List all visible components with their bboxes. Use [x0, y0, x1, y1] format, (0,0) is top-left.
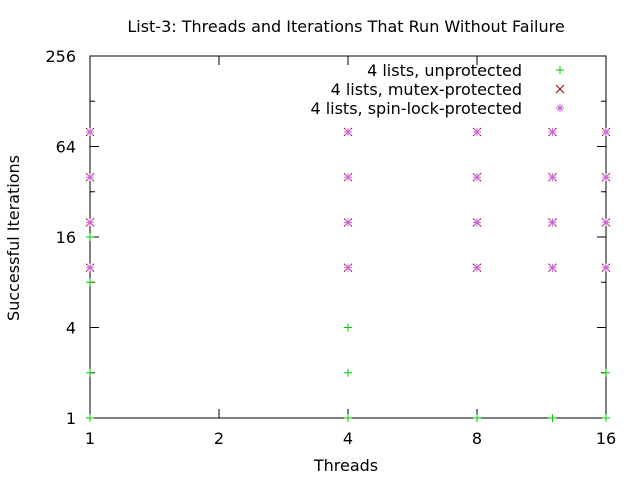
y-axis-label: Successful Iterations — [4, 155, 23, 321]
y-tick-label: 256 — [45, 47, 76, 66]
data-point — [602, 127, 610, 136]
data-point — [548, 127, 557, 136]
data-point — [86, 278, 94, 287]
data-point — [344, 127, 352, 136]
data-point — [548, 173, 557, 182]
y-tick-label: 4 — [66, 319, 76, 338]
data-point — [344, 263, 352, 272]
legend-label: 4 lists, unprotected — [367, 61, 522, 80]
data-point — [86, 218, 94, 227]
x-axis-label: Threads — [313, 456, 378, 475]
series-1 — [86, 233, 610, 422]
data-point — [602, 263, 610, 272]
data-point — [86, 127, 94, 136]
ticks-layer: 1 4 16 64 256 1 2 4 8 16 — [45, 47, 616, 448]
data-point — [473, 218, 481, 227]
data-point — [473, 127, 481, 136]
data-point — [86, 233, 94, 241]
data-point — [602, 218, 610, 227]
data-point — [86, 368, 94, 377]
data-point — [473, 263, 481, 272]
data-point — [473, 173, 481, 182]
data-point — [344, 173, 352, 182]
data-point — [548, 218, 557, 227]
x-tick-label: 2 — [214, 429, 224, 448]
series-3 — [86, 127, 610, 272]
x-tick-label: 16 — [596, 429, 616, 448]
data-point — [86, 173, 94, 182]
legend-marker — [555, 84, 565, 94]
y-tick-label: 64 — [56, 138, 76, 157]
y-tick-label: 16 — [56, 228, 76, 247]
legend-label: 4 lists, spin-lock-protected — [310, 99, 522, 118]
data-point — [86, 263, 94, 272]
data-point — [344, 368, 352, 377]
data-point — [548, 263, 557, 272]
y-tick-label: 1 — [66, 409, 76, 428]
legend-marker — [556, 66, 564, 74]
data-point — [344, 323, 352, 332]
series-2 — [85, 127, 611, 273]
data-point — [86, 414, 94, 422]
legend-label: 4 lists, mutex-protected — [331, 80, 522, 99]
legend-marker — [556, 104, 564, 112]
data-point — [344, 414, 352, 422]
data-point — [602, 414, 610, 422]
x-tick-label: 4 — [343, 429, 353, 448]
x-tick-label: 8 — [472, 429, 482, 448]
data-point — [602, 173, 610, 182]
x-tick-label: 1 — [85, 429, 95, 448]
chart-title: List-3: Threads and Iterations That Run … — [127, 17, 564, 36]
data-point — [602, 368, 610, 377]
data-point — [344, 218, 352, 227]
marks-layer — [85, 127, 611, 422]
data-point — [473, 414, 481, 422]
data-point — [548, 414, 557, 422]
